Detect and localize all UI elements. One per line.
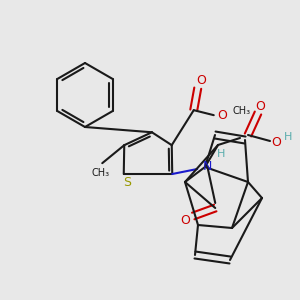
Text: O: O — [217, 109, 227, 122]
Text: H: H — [217, 149, 225, 159]
Text: N: N — [202, 160, 212, 172]
Text: S: S — [123, 176, 131, 188]
Text: O: O — [255, 100, 265, 113]
Text: CH₃: CH₃ — [91, 168, 109, 178]
Text: H: H — [284, 132, 292, 142]
Text: CH₃: CH₃ — [233, 106, 251, 116]
Text: O: O — [196, 74, 206, 87]
Text: O: O — [271, 136, 281, 149]
Text: O: O — [180, 214, 190, 226]
